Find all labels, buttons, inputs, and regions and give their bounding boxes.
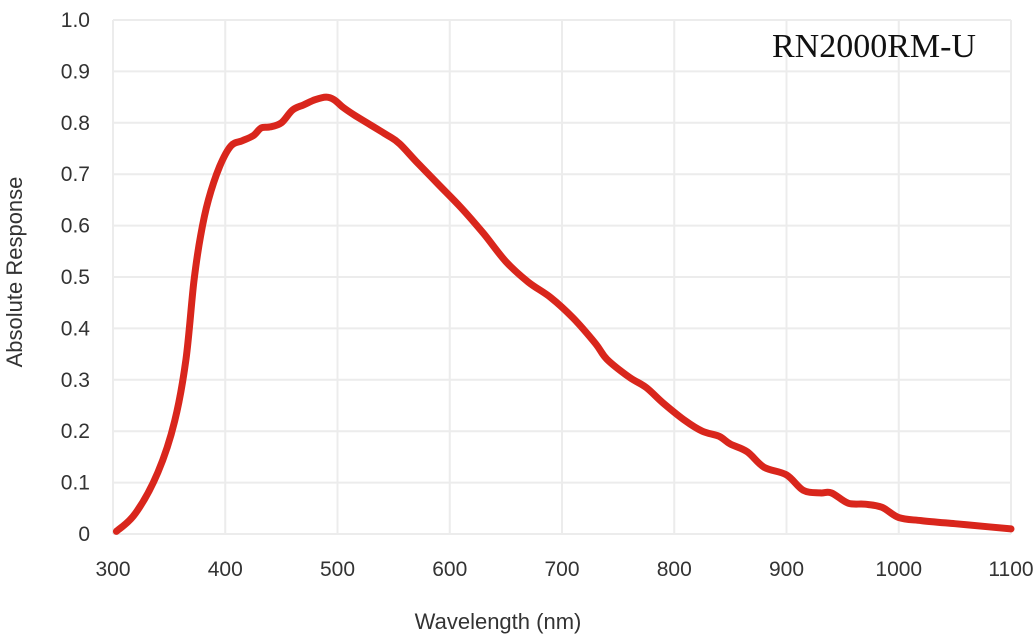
- x-tick-label: 700: [544, 558, 579, 581]
- x-tick-label: 1000: [875, 558, 922, 581]
- x-tick-label: 1100: [988, 558, 1033, 581]
- x-tick-label: 600: [432, 558, 467, 581]
- x-axis-label: Wavelength (nm): [415, 609, 582, 634]
- x-tick-labels: 300 400 500 600 700 800 900 1000 1100: [95, 558, 1033, 581]
- y-tick-label: 0.6: [61, 215, 90, 238]
- x-tick-label: 500: [320, 558, 355, 581]
- x-tick-label: 400: [208, 558, 243, 581]
- series-line: [112, 93, 1015, 535]
- series-group: [112, 93, 1015, 535]
- y-tick-label: 0.2: [61, 420, 90, 443]
- x-tick-label: 900: [769, 558, 804, 581]
- y-tick-label: 0: [78, 523, 90, 546]
- x-tick-label: 300: [95, 558, 130, 581]
- y-tick-label: 0.8: [61, 112, 90, 135]
- chart-title: RN2000RM-U: [772, 28, 976, 65]
- y-tick-label: 0.5: [61, 266, 90, 289]
- y-tick-label: 0.1: [61, 472, 90, 495]
- y-axis-label: Absolute Response: [2, 177, 27, 368]
- y-tick-label: 0.4: [61, 317, 91, 340]
- y-tick-label: 0.9: [61, 60, 90, 83]
- y-tick-labels: 0 0.1 0.2 0.3 0.4 0.5 0.6 0.7 0.8 0.9 1.0: [61, 9, 91, 546]
- y-tick-label: 0.3: [61, 369, 90, 392]
- y-tick-label: 1.0: [61, 9, 90, 32]
- x-tick-label: 800: [657, 558, 692, 581]
- y-tick-label: 0.7: [61, 163, 90, 186]
